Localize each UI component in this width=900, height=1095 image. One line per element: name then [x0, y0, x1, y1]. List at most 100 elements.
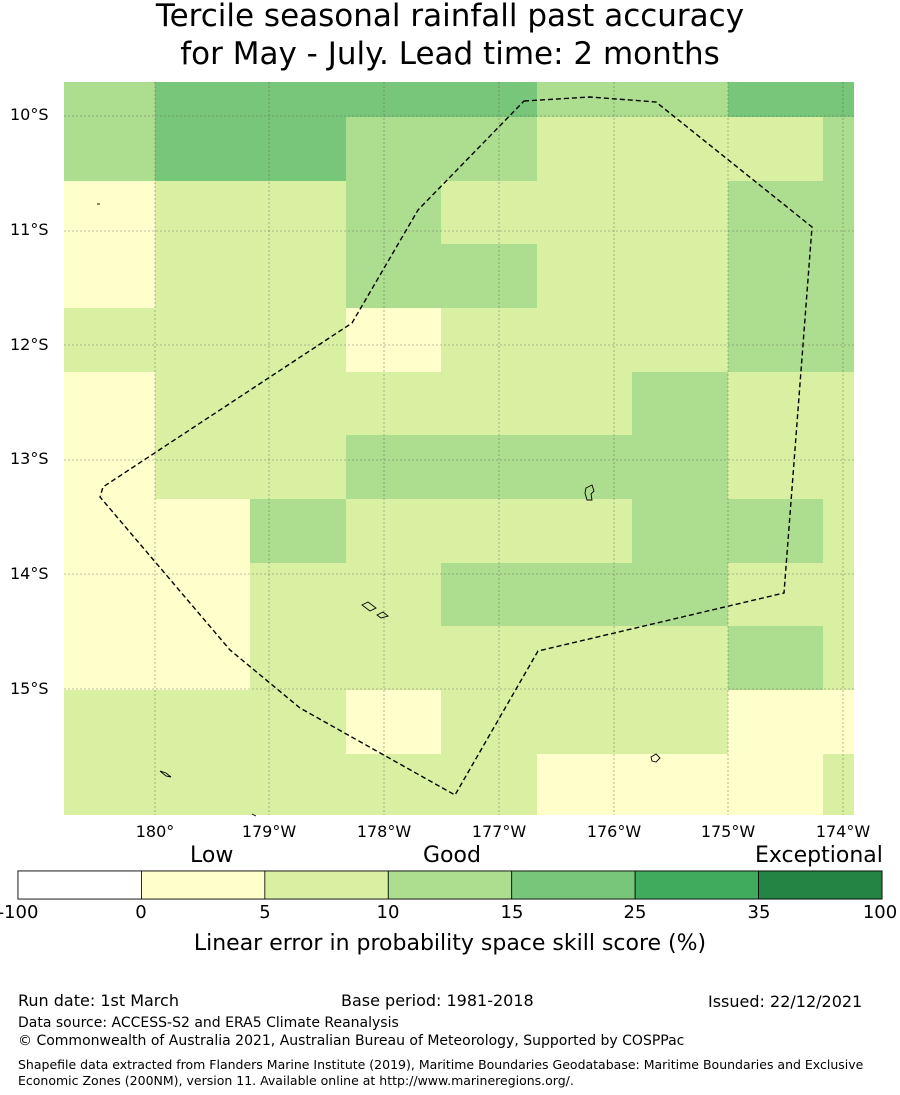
lon-label: 174°W	[815, 822, 871, 841]
grid-cell	[728, 372, 854, 435]
grid-cell	[537, 82, 728, 117]
island-outline	[376, 611, 389, 619]
colorbar-tick-label: 15	[500, 902, 524, 923]
island-outline	[650, 753, 661, 763]
island-outline	[159, 770, 172, 778]
grid-cell	[728, 690, 854, 754]
colorbar	[17, 870, 883, 900]
grid-cell	[823, 499, 854, 563]
copyright: © Commonwealth of Australia 2021, Austra…	[18, 1033, 685, 1049]
colorbar-tick-label: 5	[259, 902, 271, 923]
grid-cell	[64, 308, 346, 372]
grid-cell	[64, 244, 155, 308]
grid-cell	[250, 563, 441, 626]
grid-cell	[346, 499, 632, 563]
base-period: Base period: 1981-2018	[341, 991, 534, 1010]
islands	[97, 203, 661, 817]
grid-cell	[537, 754, 823, 815]
grid-cell	[537, 117, 823, 181]
grid-cell	[441, 181, 728, 244]
grid-cell	[346, 690, 441, 754]
grid-cell	[728, 308, 854, 372]
grid-cell	[346, 244, 537, 308]
colorbar-tick-label: -100	[0, 902, 39, 923]
grid-cell	[441, 308, 728, 372]
grid-cell	[64, 563, 250, 626]
grid-cell	[64, 690, 346, 754]
island-outline	[251, 813, 257, 817]
grid-cell	[155, 372, 632, 435]
grid-cell	[64, 181, 155, 244]
lon-label: 177°W	[471, 822, 527, 841]
grid-cell	[537, 244, 728, 308]
grid-cell	[728, 82, 854, 117]
grid-cell	[64, 626, 250, 690]
grid-cell	[155, 435, 346, 499]
grid-cell	[64, 435, 155, 499]
legend-category-low: Low	[190, 843, 234, 868]
grid-cell	[64, 754, 537, 815]
legend-category-exceptional: Exceptional	[755, 843, 883, 868]
issued-date: Issued: 22/12/2021	[708, 992, 863, 1011]
colorbar-tick-label: 100	[862, 902, 898, 923]
grid-cell	[64, 82, 155, 117]
grid-cell	[155, 181, 346, 244]
map-title-line-1: Tercile seasonal rainfall past accuracy	[155, 0, 745, 34]
grid-cell	[346, 435, 728, 499]
data-source: Data source: ACCESS-S2 and ERA5 Climate …	[18, 1015, 399, 1031]
lat-label: 13°S	[10, 449, 49, 468]
grid-cell	[441, 563, 728, 626]
grid-cell	[155, 82, 537, 117]
lat-label: 12°S	[10, 335, 49, 354]
grid-cell	[632, 499, 728, 563]
grid-cell	[346, 308, 441, 372]
grid-cell	[823, 626, 854, 690]
colorbar-tick-label: 25	[623, 902, 647, 923]
run-date: Run date: 1st March	[18, 991, 179, 1010]
grid-cell	[823, 117, 854, 181]
grid-cell	[64, 372, 155, 435]
grid-cell	[632, 372, 728, 435]
shapefile-credit: Shapefile data extracted from Flanders M…	[18, 1057, 864, 1088]
grid-cell	[155, 244, 346, 308]
colorbar-swatch	[387, 870, 513, 900]
island-outline	[584, 484, 595, 501]
grid-cell	[728, 563, 854, 626]
lon-label: 179°W	[241, 822, 297, 841]
grid-cell	[728, 626, 823, 690]
lon-label: 176°W	[586, 822, 642, 841]
colorbar-swatch	[511, 870, 636, 900]
grid-cell	[64, 499, 250, 563]
colorbar-title: Linear error in probability space skill …	[193, 931, 707, 956]
colorbar-tick-label: 35	[747, 902, 771, 923]
lat-label: 15°S	[10, 679, 49, 698]
colorbar-swatch	[264, 870, 389, 900]
lon-label: 178°W	[356, 822, 412, 841]
lat-label: 10°S	[10, 105, 49, 124]
colorbar-swatch	[141, 870, 266, 900]
grid-cell	[346, 117, 537, 181]
grid-cell	[728, 435, 854, 499]
colorbar-tick-label: 10	[376, 902, 400, 923]
grid-cell	[728, 499, 823, 563]
lon-label: 175°W	[700, 822, 756, 841]
lat-label: 11°S	[10, 220, 49, 239]
colorbar-swatch	[634, 870, 759, 900]
lat-label: 14°S	[10, 564, 49, 583]
colorbar-tick-label: 0	[135, 902, 147, 923]
grid-cell	[728, 181, 854, 244]
grid-cell	[728, 244, 854, 308]
colorbar-swatch	[758, 870, 883, 900]
grid-cell	[441, 690, 728, 754]
grid-cell	[64, 117, 155, 181]
legend-category-good: Good	[423, 843, 481, 868]
grid-cell	[250, 626, 728, 690]
map-title-line-2: for May - July. Lead time: 2 months	[180, 36, 720, 72]
lon-label: 180°	[135, 822, 175, 841]
grid-cell	[823, 754, 854, 815]
grid-cell	[155, 117, 346, 181]
grid-cell	[346, 181, 441, 244]
grid-cell	[250, 499, 346, 563]
island-outline	[361, 601, 377, 612]
